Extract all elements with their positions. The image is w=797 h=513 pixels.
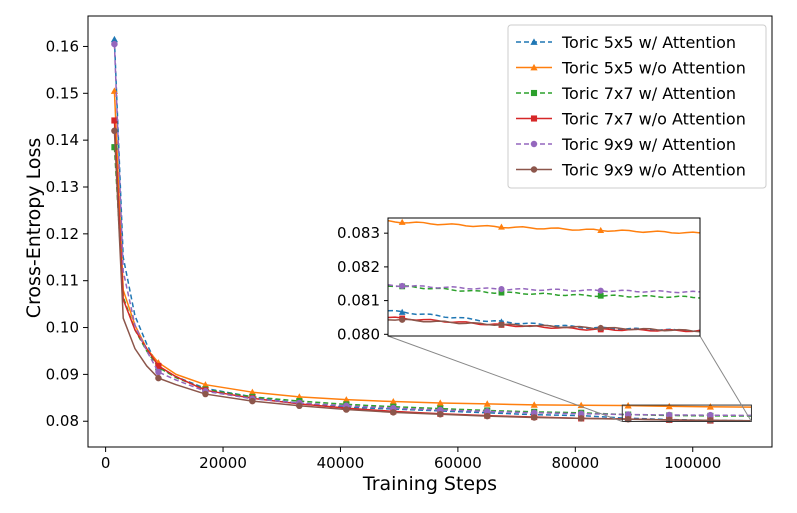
y-axis-label: Cross-Entropy Loss (23, 138, 45, 318)
zoom-connector-left (387, 335, 623, 422)
series-2-marker (577, 401, 585, 409)
inset-series-2-marker (398, 218, 406, 225)
inset-series-5-marker (498, 285, 505, 293)
series-6-marker (249, 397, 256, 405)
inset-series-6-marker (498, 321, 505, 328)
series-6-marker (577, 415, 585, 422)
inset-series-line-6 (388, 318, 700, 333)
inset-series-3-marker (597, 292, 604, 299)
x-tick-label: 60000 (434, 454, 482, 472)
inset-y-tick-label: 0.080 (337, 325, 380, 343)
inset-series-2-marker (597, 226, 605, 233)
series-6-marker (155, 374, 162, 382)
inset-series-6-marker (597, 324, 604, 332)
x-axis-label: Training Steps (362, 473, 497, 495)
inset-series-group (388, 218, 700, 333)
y-tick-label: 0.15 (46, 84, 79, 102)
zoom-connector-right (699, 335, 752, 422)
inset-series-3-marker (498, 289, 505, 296)
series-6-marker (530, 414, 538, 421)
y-tick-label: 0.16 (46, 37, 79, 55)
inset-frame (387, 217, 701, 337)
series-2-marker (342, 396, 350, 403)
legend-marker-1 (530, 38, 538, 45)
y-tick-label: 0.12 (46, 225, 79, 243)
series-2-marker (483, 400, 491, 407)
y-tick-label: 0.14 (46, 131, 79, 149)
series-5-marker (666, 411, 673, 419)
series-5-marker (530, 409, 538, 417)
series-6-marker (111, 127, 118, 135)
series-3-marker (111, 144, 118, 151)
series-6-marker (390, 409, 397, 416)
legend-box (507, 24, 767, 189)
series-2-marker (665, 402, 673, 410)
series-2-marker (530, 401, 538, 408)
x-tick-label: 80000 (551, 454, 599, 472)
legend-marker-2 (530, 63, 538, 71)
inset-y-tick-label: 0.082 (337, 258, 380, 276)
y-tick-label: 0.09 (46, 365, 79, 383)
series-4-marker (155, 362, 162, 370)
y-tick-label: 0.08 (46, 412, 79, 430)
series-6-marker (484, 412, 491, 420)
series-6-marker (624, 415, 632, 423)
series-6-marker (707, 417, 714, 424)
x-tick-label: 0 (101, 454, 111, 472)
series-4-marker (111, 117, 118, 124)
series-2-marker (201, 381, 210, 388)
series-6-marker (666, 416, 673, 424)
series-5-marker (577, 410, 585, 417)
inset-series-5-marker (399, 282, 406, 289)
zoom-region-box (621, 404, 752, 422)
series-5-marker (155, 368, 162, 376)
y-tick-label: 0.11 (46, 272, 79, 290)
legend-marker-4 (530, 115, 538, 122)
inset-series-line-5 (388, 283, 700, 294)
legend-label-3: Toric 7x7 w/ Attention (561, 84, 736, 103)
legend-label-5: Toric 9x9 w/ Attention (561, 135, 736, 154)
series-6-marker (296, 402, 303, 410)
legend-marker-6 (530, 166, 538, 173)
inset-y-tick-label: 0.081 (337, 292, 380, 310)
x-tick-label: 40000 (317, 454, 365, 472)
series-5-marker (111, 40, 118, 48)
inset-series-5-marker (597, 287, 604, 294)
series-2-marker (706, 403, 714, 410)
y-tick-label: 0.13 (46, 178, 79, 196)
inset-y-tick-label: 0.083 (337, 224, 380, 242)
series-5-marker (484, 408, 491, 415)
inset-series-6-marker (399, 316, 406, 323)
series-2-marker (436, 399, 444, 406)
series-5-marker (707, 411, 714, 419)
series-6-marker (343, 406, 350, 413)
series-2-marker (248, 388, 256, 396)
series-6-marker (437, 410, 444, 418)
legend-label-6: Toric 9x9 w/o Attention (561, 161, 746, 180)
inset-background (388, 218, 700, 336)
y-tick-label: 0.10 (46, 319, 79, 337)
series-6-marker (202, 390, 209, 398)
series-2-marker (389, 397, 397, 405)
legend-marker-3 (530, 89, 538, 97)
legend-marker-5 (530, 140, 538, 148)
series-1-marker (110, 35, 119, 43)
x-tick-label: 100000 (664, 454, 721, 472)
series-5-marker (624, 411, 632, 418)
inset-series-line-2 (388, 219, 700, 235)
legend-label-4: Toric 7x7 w/o Attention (561, 110, 746, 129)
legend-label-2: Toric 5x5 w/o Attention (561, 59, 746, 78)
inset-series-line-1 (388, 309, 700, 333)
legend: Toric 5x5 w/ Attention Toric 5x5 w/o Atte… (507, 24, 767, 189)
main-plot-frame (87, 15, 773, 448)
inset-series-2-marker (498, 223, 505, 230)
inset-plot-area: 0.080 0.081 0.082 0.083 (337, 217, 701, 343)
x-tick-label: 20000 (199, 454, 247, 472)
legend-label-1: Toric 5x5 w/ Attention (561, 33, 736, 52)
inset-series-1-marker (398, 308, 406, 315)
zoom-connector-lines (387, 335, 752, 422)
